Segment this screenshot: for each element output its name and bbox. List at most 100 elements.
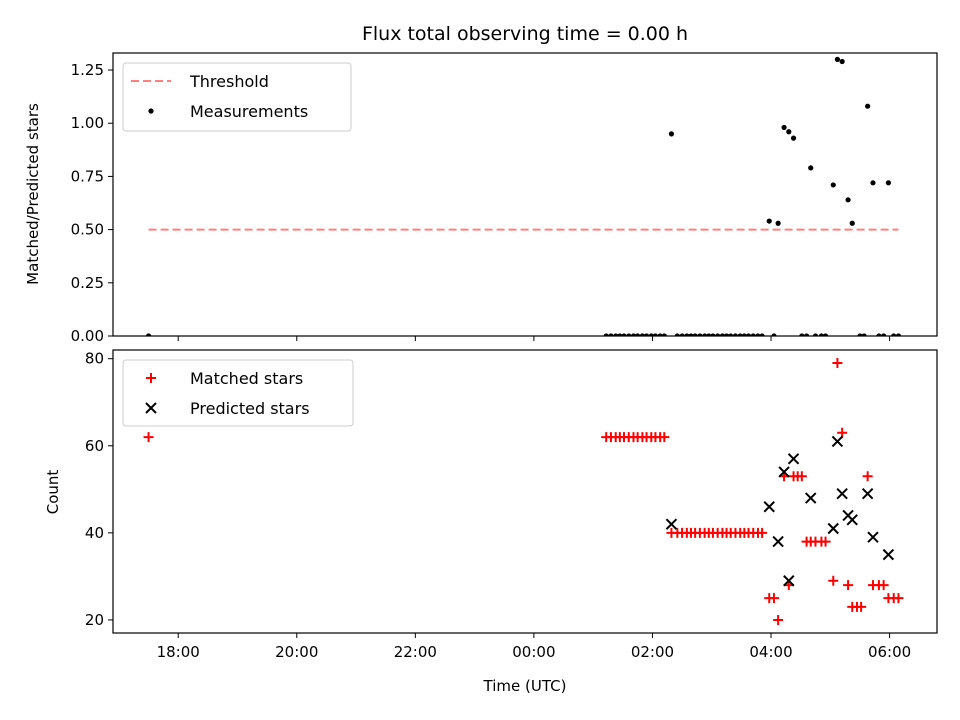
- matched-stars-point: [659, 432, 670, 443]
- measurements-point: [799, 333, 805, 336]
- measurements-point: [741, 333, 747, 336]
- measurements-point: [674, 333, 680, 336]
- measurements-point: [808, 165, 814, 171]
- matched-stars-point: [832, 358, 843, 369]
- measurements-point: [702, 333, 708, 336]
- measurements-point: [822, 333, 829, 336]
- legend-box: [122, 359, 354, 427]
- legend-predicted-stars-swatch: [145, 402, 157, 414]
- measurements-point: [692, 333, 698, 336]
- measurements-point: [668, 131, 675, 137]
- predicted-stars-point: [805, 492, 817, 504]
- predicted-stars-point: [783, 575, 795, 587]
- y-tick-label: 0.25: [71, 274, 104, 292]
- matched-stars-point: [828, 575, 839, 586]
- y-tick-label: 1.25: [71, 61, 104, 79]
- y-tick-label: 80: [85, 350, 104, 368]
- measurements-point: [728, 333, 734, 336]
- predicted-stars-point: [772, 535, 784, 548]
- measurements-point: [648, 333, 654, 336]
- measurements-point: [775, 220, 781, 226]
- matched-stars-point: [862, 471, 873, 482]
- measurements-point: [737, 333, 743, 336]
- bottom-ylabel: Count: [44, 470, 62, 515]
- measurements-point: [812, 333, 819, 336]
- matched-stars-point: [820, 536, 831, 547]
- matched-stars-point: [856, 601, 867, 612]
- y-tick-label: 1.00: [71, 114, 104, 132]
- x-tick-label: 04:00: [749, 643, 792, 661]
- y-tick-label: 40: [85, 524, 104, 542]
- measurements-point: [891, 333, 897, 336]
- matched-stars-point: [768, 593, 779, 604]
- predicted-stars-point: [846, 514, 858, 526]
- measurements-point: [830, 182, 836, 188]
- predicted-stars-point: [787, 453, 800, 465]
- measurements-point: [771, 333, 777, 336]
- measurements-point: [885, 180, 891, 186]
- measurements-point: [719, 333, 726, 336]
- legend-box: [122, 62, 352, 132]
- measurements-point: [684, 333, 690, 336]
- bottom-panel: 20 40 60 80 18:00 20:00 22:00 00:00 02:00 04:00 06…: [85, 349, 938, 661]
- axes-frame: [112, 52, 938, 337]
- measurements-point: [617, 333, 623, 336]
- measurements-point: [818, 333, 825, 336]
- measurements-point: [861, 333, 867, 336]
- measurements-point: [834, 56, 841, 62]
- measurements-point: [766, 218, 772, 224]
- predicted-stars-point: [831, 435, 844, 448]
- chart-title: Flux total observing time = 0.00 h: [362, 23, 688, 45]
- measurements-point: [657, 333, 663, 336]
- measurements-point: [603, 333, 609, 336]
- x-tick-label: 18:00: [157, 643, 200, 661]
- predicted-stars-point: [867, 531, 879, 543]
- legend-matched-stars-swatch: [146, 373, 156, 383]
- measurements-point: [849, 220, 855, 226]
- legend-measurements-label: Measurements: [190, 102, 308, 121]
- x-tick-label: 20:00: [275, 643, 318, 661]
- measurements-point: [803, 333, 810, 336]
- y-tick-label: 20: [85, 611, 104, 629]
- predicted-stars-point: [882, 548, 895, 561]
- legend-measurements-swatch: [148, 108, 154, 114]
- measurements-point: [865, 103, 871, 109]
- measurements-point: [876, 333, 882, 336]
- measurements-point: [635, 333, 641, 336]
- measurements-point: [881, 333, 887, 336]
- matched-stars-point: [757, 527, 768, 538]
- measurements-point: [715, 333, 721, 336]
- measurements-point: [745, 333, 752, 336]
- measurements-point: [608, 333, 614, 336]
- measurements-point: [613, 333, 619, 336]
- predicted-stars-point: [827, 522, 839, 535]
- measurements-point: [643, 333, 650, 336]
- measurements-point: [710, 333, 716, 336]
- x-tick-label: 06:00: [868, 643, 911, 661]
- predicted-stars-point: [836, 487, 848, 500]
- top-ylabel: Matched/Predicted stars: [24, 103, 42, 285]
- matched-stars-point: [796, 471, 807, 482]
- predicted-stars-point: [778, 466, 790, 478]
- measurements-point: [723, 333, 730, 336]
- x-tick-label: 00:00: [512, 643, 555, 661]
- measurements-point: [870, 180, 876, 186]
- matched-stars-point: [143, 432, 154, 443]
- measurements-point: [781, 124, 787, 131]
- x-tick-label: 22:00: [394, 643, 437, 661]
- legend-threshold-label: Threshold: [189, 72, 269, 91]
- y-tick-label: 60: [85, 437, 104, 455]
- measurements-point: [145, 333, 152, 336]
- measurements-point: [639, 333, 645, 336]
- measurements-point: [626, 333, 632, 336]
- measurements-point: [845, 197, 851, 203]
- measurements-point: [732, 333, 739, 336]
- measurements-point: [621, 333, 627, 336]
- measurements-point: [839, 58, 845, 65]
- matched-stars-point: [837, 427, 848, 438]
- plot-area: [143, 358, 904, 625]
- measurements-point: [630, 333, 637, 336]
- measurements-point: [759, 333, 765, 336]
- predicted-stars-point: [763, 501, 775, 513]
